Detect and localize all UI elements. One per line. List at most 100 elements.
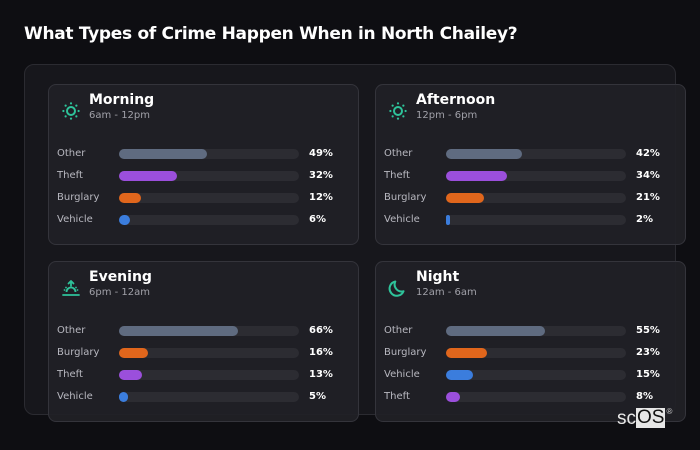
bar-value: 5% bbox=[309, 391, 326, 402]
bar-list: Other 55% Burglary 23% Vehicle 15% Theft 8% bbox=[376, 324, 685, 412]
bar-value: 23% bbox=[636, 347, 660, 358]
bar-value: 21% bbox=[636, 192, 660, 203]
bar-label: Vehicle bbox=[384, 369, 420, 380]
bar-track bbox=[446, 326, 626, 336]
card-title: Evening bbox=[89, 269, 152, 285]
card-header: Morning 6am - 12pm bbox=[49, 85, 358, 135]
bar-row-vehicle: Vehicle 6% bbox=[49, 213, 358, 235]
bar-fill-burglary bbox=[446, 193, 484, 203]
bar-track bbox=[119, 326, 299, 336]
bar-fill-vehicle bbox=[446, 215, 450, 225]
card-night: Night 12am - 6am Other 55% Burglary 23% Vehi… bbox=[375, 261, 686, 422]
bar-fill-vehicle bbox=[119, 215, 130, 225]
bar-fill-burglary bbox=[119, 348, 148, 358]
bar-value: 6% bbox=[309, 214, 326, 225]
card-time-range: 6am - 12pm bbox=[89, 110, 151, 121]
bar-value: 13% bbox=[309, 369, 333, 380]
bar-fill-burglary bbox=[446, 348, 488, 358]
logo-registered: ® bbox=[666, 407, 673, 416]
bar-label: Theft bbox=[384, 391, 410, 402]
bar-fill-other bbox=[446, 149, 522, 159]
sun-icon bbox=[388, 101, 408, 121]
card-header: Night 12am - 6am bbox=[376, 262, 685, 312]
bar-label: Theft bbox=[57, 369, 83, 380]
card-time-range: 6pm - 12am bbox=[89, 287, 151, 298]
bar-label: Other bbox=[57, 148, 86, 159]
bar-value: 32% bbox=[309, 170, 333, 181]
bar-value: 66% bbox=[309, 325, 333, 336]
bar-row-theft: Theft 32% bbox=[49, 169, 358, 191]
sunset-icon bbox=[61, 278, 81, 298]
bar-track bbox=[119, 149, 299, 159]
bar-track bbox=[446, 392, 626, 402]
bar-label: Burglary bbox=[384, 192, 427, 203]
bar-row-vehicle: Vehicle 5% bbox=[49, 390, 358, 412]
card-morning: Morning 6am - 12pm Other 49% Theft 32% Burgl… bbox=[48, 84, 359, 245]
bar-row-burglary: Burglary 16% bbox=[49, 346, 358, 368]
bar-value: 16% bbox=[309, 347, 333, 358]
bar-track bbox=[119, 392, 299, 402]
card-title: Afternoon bbox=[416, 92, 496, 108]
card-time-range: 12am - 6am bbox=[416, 287, 477, 298]
bar-row-other: Other 55% bbox=[376, 324, 685, 346]
bar-track bbox=[446, 370, 626, 380]
bar-label: Theft bbox=[384, 170, 410, 181]
bar-row-theft: Theft 13% bbox=[49, 368, 358, 390]
page-title: What Types of Crime Happen When in North… bbox=[24, 24, 518, 44]
bar-value: 12% bbox=[309, 192, 333, 203]
bar-value: 49% bbox=[309, 148, 333, 159]
bar-label: Burglary bbox=[57, 192, 100, 203]
bar-label: Vehicle bbox=[57, 391, 93, 402]
bar-fill-theft bbox=[446, 392, 461, 402]
bar-row-other: Other 42% bbox=[376, 147, 685, 169]
bar-row-vehicle: Vehicle 2% bbox=[376, 213, 685, 235]
bar-track bbox=[119, 171, 299, 181]
card-header: Evening 6pm - 12am bbox=[49, 262, 358, 312]
bar-list: Other 42% Theft 34% Burglary 21% Vehicle 2% bbox=[376, 147, 685, 235]
bar-track bbox=[446, 149, 626, 159]
card-title: Night bbox=[416, 269, 460, 285]
bar-row-burglary: Burglary 12% bbox=[49, 191, 358, 213]
bar-label: Other bbox=[384, 325, 413, 336]
bar-fill-other bbox=[446, 326, 545, 336]
bar-value: 34% bbox=[636, 170, 660, 181]
bar-row-theft: Theft 8% bbox=[376, 390, 685, 412]
bar-value: 55% bbox=[636, 325, 660, 336]
bar-track bbox=[119, 348, 299, 358]
bar-row-burglary: Burglary 23% bbox=[376, 346, 685, 368]
card-time-range: 12pm - 6pm bbox=[416, 110, 478, 121]
card-title: Morning bbox=[89, 92, 155, 108]
bar-fill-theft bbox=[119, 171, 177, 181]
bar-fill-burglary bbox=[119, 193, 141, 203]
bar-label: Vehicle bbox=[384, 214, 420, 225]
bar-track bbox=[446, 348, 626, 358]
bar-track bbox=[446, 215, 626, 225]
bar-value: 2% bbox=[636, 214, 653, 225]
bar-list: Other 66% Burglary 16% Theft 13% Vehicle 5% bbox=[49, 324, 358, 412]
bar-fill-other bbox=[119, 149, 208, 159]
bar-track bbox=[119, 193, 299, 203]
moon-icon bbox=[388, 278, 408, 298]
bar-label: Theft bbox=[57, 170, 83, 181]
bar-row-vehicle: Vehicle 15% bbox=[376, 368, 685, 390]
bar-label: Burglary bbox=[57, 347, 100, 358]
bar-label: Other bbox=[57, 325, 86, 336]
bar-fill-theft bbox=[446, 171, 508, 181]
bar-track bbox=[446, 171, 626, 181]
card-evening: Evening 6pm - 12am Other 66% Burglary 16% Th… bbox=[48, 261, 359, 422]
bar-value: 42% bbox=[636, 148, 660, 159]
bar-row-other: Other 66% bbox=[49, 324, 358, 346]
logo-os: OS bbox=[636, 407, 666, 428]
bar-label: Other bbox=[384, 148, 413, 159]
bar-fill-other bbox=[119, 326, 238, 336]
bar-track bbox=[119, 370, 299, 380]
scos-logo: sc OS ® bbox=[617, 408, 672, 429]
bar-track bbox=[119, 215, 299, 225]
card-header: Afternoon 12pm - 6pm bbox=[376, 85, 685, 135]
logo-sc: sc bbox=[617, 408, 636, 429]
bar-label: Vehicle bbox=[57, 214, 93, 225]
bar-list: Other 49% Theft 32% Burglary 12% Vehicle 6% bbox=[49, 147, 358, 235]
bar-row-burglary: Burglary 21% bbox=[376, 191, 685, 213]
card-afternoon: Afternoon 12pm - 6pm Other 42% Theft 34% Bur… bbox=[375, 84, 686, 245]
